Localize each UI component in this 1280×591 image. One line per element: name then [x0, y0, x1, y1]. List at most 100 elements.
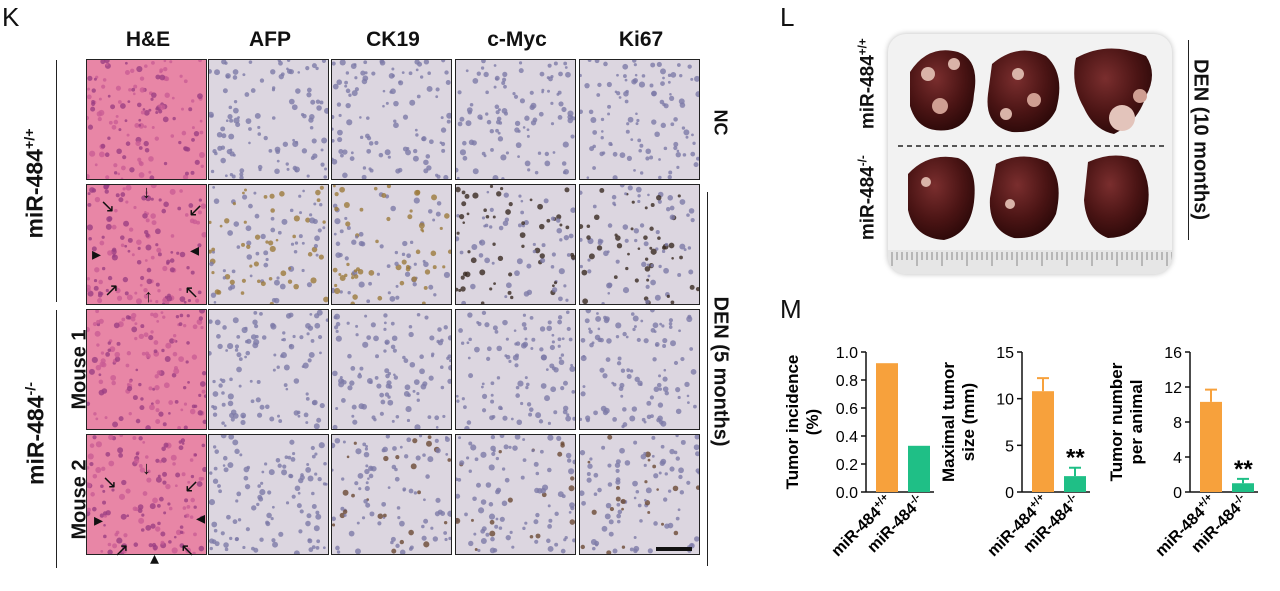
micrograph-cmyc-row1 [455, 59, 576, 180]
photo-label-ko: miR-484-/- [856, 155, 879, 241]
micrograph-he-row4 [86, 434, 207, 555]
micrograph-afp-row1 [208, 59, 329, 180]
micrograph-ki67-row2 [579, 184, 700, 305]
row-label-ko-text: miR-484-/- [22, 382, 49, 485]
micrograph-he-row1 [86, 59, 207, 180]
ko-bracket-line [56, 310, 57, 568]
row-label-ko: miR-484-/- [23, 354, 50, 514]
bar-wt [876, 363, 898, 492]
lesion-arrow-icon: ◂ [196, 508, 206, 528]
micrograph-cmyc-row2 [455, 184, 576, 305]
tumor-nodule [948, 58, 960, 70]
row-label-den5: DEN (5 months) [709, 296, 732, 447]
y-tick-label: 0.4 [836, 429, 858, 446]
lesion-arrow-icon: ↘ [102, 472, 118, 492]
tumor-nodule [1027, 93, 1041, 107]
liver-ko-3 [1084, 155, 1149, 238]
tumor-nodule [921, 177, 931, 187]
panel-letter-k: K [2, 2, 20, 32]
tumor-nodule [1000, 108, 1012, 120]
lesion-arrow-icon: ↘ [100, 196, 116, 216]
panel-letter-m: M [780, 294, 802, 324]
bar-chart-1: 0.0 0.2 0.4 0.6 0.8 1.0 Tumor incidence(%) miR-… [780, 338, 950, 591]
lesion-arrow-icon: ↓ [142, 182, 151, 202]
panel-letter-l: L [780, 2, 795, 32]
tumor-nodule [932, 98, 948, 114]
micrograph-he-row2 [86, 184, 207, 305]
lesion-arrow-icon: ↙ [184, 476, 200, 496]
micrograph-he-row3 [86, 309, 207, 430]
y-tick-label: 0 [1173, 485, 1182, 502]
micrograph-afp-row2 [208, 184, 329, 305]
significance-marker: ** [1066, 445, 1085, 472]
liver-photo [888, 34, 1172, 274]
scale-bar [656, 547, 692, 551]
y-tick-label: 15 [996, 345, 1014, 362]
y-axis-label: Tumor incidence(%) [783, 355, 822, 490]
micrograph-ck19-row2 [331, 184, 452, 305]
liver-ko-1 [908, 156, 975, 240]
y-tick-label: 8 [1173, 415, 1182, 432]
lesion-arrow-icon: ↓ [142, 458, 151, 478]
column-header-ki67: Ki67 [618, 28, 664, 51]
lesion-arrow-icon: ↑ [144, 286, 153, 306]
micrograph-cmyc-row4 [455, 434, 576, 555]
tumor-nodule [1005, 199, 1015, 209]
tumor-nodule [921, 67, 935, 81]
y-tick-label: 0.0 [836, 485, 858, 502]
micrograph-ck19-row3 [331, 309, 452, 430]
column-header-he: H&E [125, 28, 171, 51]
photo-label-wt: miR-484+/+ [856, 38, 879, 130]
y-tick-label: 16 [1164, 345, 1182, 362]
lesion-arrow-icon: ▸ [94, 510, 104, 530]
y-tick-label: 0.6 [836, 401, 858, 418]
den10-bracket-line [1188, 40, 1189, 240]
y-axis-label: Tumor numberper animal [1107, 362, 1146, 481]
lesion-arrow-icon: ↗ [104, 280, 120, 300]
y-tick-label: 1.0 [836, 345, 858, 362]
micrograph-ki67-row3 [579, 309, 700, 430]
tumor-nodule [1133, 89, 1147, 103]
row-label-wt: miR-484+/+ [22, 94, 49, 274]
den5-bracket-line [707, 192, 708, 566]
tumor-nodule [1012, 68, 1024, 80]
y-tick-label: 0 [1005, 485, 1014, 502]
micrograph-cmyc-row3 [455, 309, 576, 430]
y-tick-label: 4 [1173, 450, 1182, 467]
liver-photo-drawing [888, 48, 1172, 274]
photo-label-den10: DEN (10 months) [1189, 58, 1212, 221]
bar-chart-2: 0 5 10 15 Maximal tumorsize (mm) miR-484+/+ mi… [936, 338, 1106, 591]
significance-marker: ** [1234, 456, 1253, 483]
y-axis-label: Maximal tumorsize (mm) [939, 362, 978, 482]
wt-bracket-line [56, 60, 57, 302]
column-header-ck19: CK19 [366, 28, 420, 51]
y-tick-label: 12 [1164, 380, 1182, 397]
row-label-wt-text: miR-484+/+ [21, 128, 48, 239]
y-tick-label: 10 [996, 392, 1014, 409]
y-tick-label: 0.2 [836, 457, 858, 474]
ruler [888, 250, 1172, 274]
micrograph-ki67-row1 [579, 59, 700, 180]
column-header-cmyc: c-Myc [487, 28, 547, 51]
lesion-arrow-icon: ↖ [180, 540, 196, 560]
bar-ko [908, 445, 930, 492]
lesion-arrow-icon: ▸ [92, 244, 102, 264]
bar-chart-3: 0 4 8 12 16 Tumor numberper animal miR-484+/+ m… [1104, 338, 1274, 591]
lesion-arrow-icon: ▴ [150, 548, 160, 568]
lesion-arrow-icon: ◂ [190, 240, 200, 260]
y-tick-label: 5 [1005, 438, 1014, 455]
lesion-arrow-icon: ↗ [114, 540, 130, 560]
row-label-nc: NC [710, 109, 731, 136]
lesion-arrow-icon: ↖ [184, 282, 200, 302]
micrograph-ck19-row4 [331, 434, 452, 555]
lesion-arrow-icon: ↙ [188, 200, 204, 220]
ruler-ticks [891, 252, 1172, 266]
liver-ko-2 [989, 156, 1059, 239]
micrograph-ki67-row4 [579, 434, 700, 555]
bar-wt [1032, 391, 1054, 492]
bar-ko [1232, 483, 1254, 492]
tumor-nodule [1109, 105, 1135, 131]
micrograph-ck19-row1 [331, 59, 452, 180]
micrograph-afp-row3 [208, 309, 329, 430]
y-tick-label: 0.8 [836, 373, 858, 390]
